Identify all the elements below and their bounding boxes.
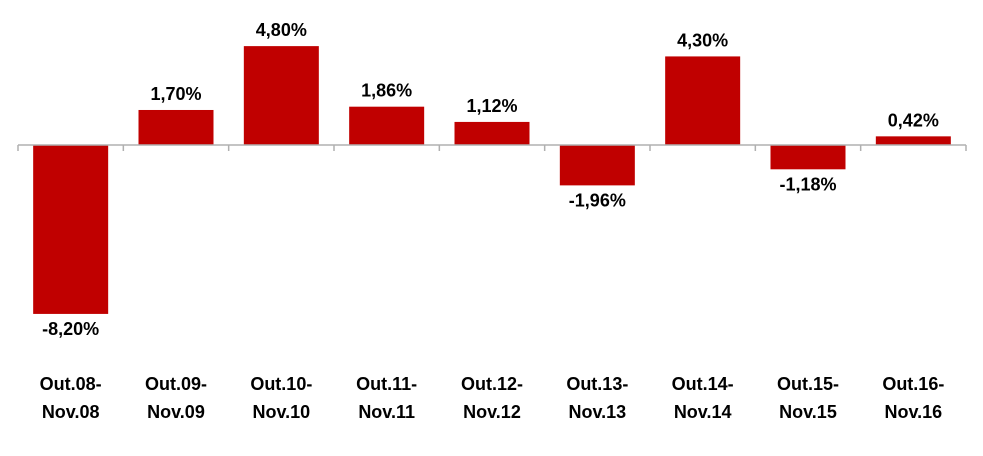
data-label: 4,30% (677, 30, 728, 50)
category-label-line: Out.14- (672, 374, 734, 394)
category-label-line: Nov.15 (779, 402, 837, 422)
category-label-line: Out.09- (145, 374, 207, 394)
category-label-line: Nov.08 (42, 402, 100, 422)
bar (138, 109, 214, 145)
data-label: 1,86% (361, 81, 412, 101)
category-label-line: Nov.12 (463, 402, 521, 422)
category-label: Out.12- Nov.12 (461, 374, 523, 422)
category-label: Out.11- Nov.11 (356, 374, 417, 422)
category-labels-group: Out.08-Nov.08Out.09-Nov.09Out.10-Nov.10O… (40, 374, 945, 422)
category-label-line: Nov.10 (252, 402, 310, 422)
category-label: Out.13- Nov.13 (566, 374, 628, 422)
category-label-line: Nov.14 (674, 402, 732, 422)
bar (243, 46, 319, 146)
category-label-line: Nov.09 (147, 402, 205, 422)
category-label: Out.09- Nov.09 (145, 374, 207, 422)
bar (559, 145, 635, 186)
data-labels-group: -8,20% 1,70% 4,80% 1,86% 1,12% -1,96% 4,30% -1,… (42, 20, 939, 339)
data-label: 1,12% (466, 96, 517, 116)
bar (665, 56, 741, 145)
category-label-line: Out.11- (356, 374, 417, 394)
bar (770, 145, 846, 170)
category-label-line: Nov.11 (358, 402, 415, 422)
category-label-line: Out.10- (250, 374, 312, 394)
data-label: 1,70% (150, 84, 201, 104)
bar (875, 136, 951, 145)
category-label-line: Out.16- (882, 374, 944, 394)
category-label-line: Out.13- (566, 374, 628, 394)
category-label: Out.10- Nov.10 (250, 374, 312, 422)
category-label: Out.08- Nov.08 (40, 374, 102, 422)
bar (454, 121, 530, 145)
data-label: 4,80% (256, 20, 307, 40)
bar (349, 106, 425, 145)
data-label: 0,42% (888, 110, 939, 130)
category-label: Out.15- Nov.15 (777, 374, 839, 422)
category-label-line: Out.12- (461, 374, 523, 394)
axis-ticks-group (17, 145, 967, 151)
category-label-line: Nov.16 (884, 402, 942, 422)
bars-group (33, 46, 951, 314)
category-label-line: Nov.13 (568, 402, 626, 422)
data-label: -8,20% (42, 319, 99, 339)
data-label: -1,18% (779, 174, 836, 194)
category-label: Out.14- Nov.14 (672, 374, 734, 422)
category-label-line: Out.08- (40, 374, 102, 394)
category-label-line: Out.15- (777, 374, 839, 394)
bar (33, 145, 109, 314)
category-label: Out.16- Nov.16 (882, 374, 944, 422)
data-label: -1,96% (569, 190, 626, 210)
